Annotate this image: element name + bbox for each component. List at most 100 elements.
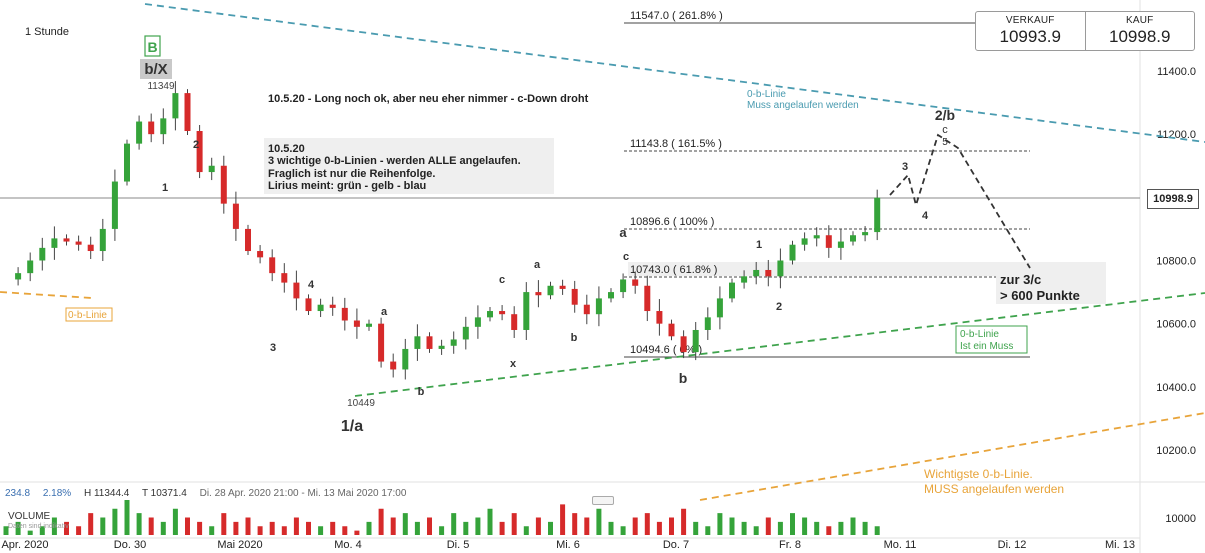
candle-body bbox=[801, 238, 808, 245]
volume-bar bbox=[27, 530, 33, 535]
candle-body bbox=[15, 273, 22, 280]
y-tick-label: 11200.0 bbox=[1157, 129, 1196, 141]
volume-bar bbox=[777, 521, 783, 535]
volume-bar bbox=[681, 508, 687, 535]
volume-bar bbox=[88, 513, 94, 535]
candle-body bbox=[378, 323, 385, 362]
volume-bar bbox=[354, 530, 360, 535]
volume-bar bbox=[463, 521, 469, 535]
x-tick-label: Mi. 13 bbox=[1105, 539, 1135, 551]
blue-0b-line bbox=[144, 3, 1205, 143]
candle-body bbox=[789, 244, 796, 261]
candle-body bbox=[620, 279, 627, 293]
candle-body bbox=[402, 348, 409, 370]
range-value: Di. 28 Apr. 2020 21:00 - Mi. 13 Mai 2020… bbox=[199, 488, 407, 499]
candle-body bbox=[523, 292, 530, 330]
candle-body bbox=[450, 339, 457, 346]
volume-bar bbox=[160, 521, 166, 535]
volume-bar bbox=[402, 513, 408, 535]
candle-body bbox=[862, 232, 869, 236]
volume-bar bbox=[693, 521, 699, 535]
orange-line-label-left: 0-b-Linie bbox=[68, 310, 107, 321]
volume-bar bbox=[427, 517, 432, 535]
headline-annotation: 10.5.20 - Long noch ok, aber neu eher ni… bbox=[268, 93, 589, 105]
wave-count-label: b bbox=[418, 386, 425, 398]
candle-body bbox=[245, 228, 251, 252]
candle-body bbox=[184, 93, 191, 132]
buy-quote[interactable]: KAUF 10998.9 bbox=[1084, 12, 1195, 50]
candle-body bbox=[535, 292, 542, 296]
candle-body bbox=[208, 165, 215, 173]
candle-body bbox=[741, 276, 748, 283]
green-line-label-2: Ist ein Muss bbox=[960, 341, 1013, 352]
volume-bar bbox=[51, 517, 57, 535]
candle-body bbox=[136, 121, 143, 144]
candle-body bbox=[704, 317, 711, 330]
buy-value: 10998.9 bbox=[1109, 27, 1171, 46]
volume-bar bbox=[572, 513, 578, 535]
x-tick-label: Do. 7 bbox=[663, 539, 689, 551]
volume-bar bbox=[499, 521, 505, 535]
orange-line-label-right-1: Wichtigste 0-b-Linie. bbox=[924, 467, 1033, 481]
volume-bar bbox=[257, 526, 263, 535]
candle-body bbox=[87, 244, 94, 252]
volume-bar bbox=[293, 517, 299, 535]
volume-bar bbox=[741, 521, 747, 535]
candle-body bbox=[511, 314, 518, 330]
volume-bar bbox=[100, 517, 106, 535]
blue-line-label-2: Muss angelaufen werden bbox=[747, 100, 859, 111]
wave-count-label: 1 bbox=[756, 239, 762, 251]
quote-box: VERKAUF 10993.9 KAUF 10998.9 bbox=[975, 11, 1195, 51]
orange-line-label-box bbox=[65, 307, 113, 322]
forecast-5-label: 5 bbox=[942, 137, 948, 148]
timeframe-label[interactable]: 1 Stunde bbox=[25, 26, 70, 38]
y-tick-label: 10600.0 bbox=[1156, 319, 1196, 331]
orange-line-label-right-2: MUSS angelaufen werden bbox=[924, 482, 1064, 496]
wave-count-label: a bbox=[534, 259, 541, 271]
candle-body bbox=[499, 311, 506, 315]
y-tick-label: 10400.0 bbox=[1156, 382, 1196, 394]
candle-body bbox=[148, 121, 155, 135]
candle-body bbox=[160, 118, 167, 135]
candle-body bbox=[462, 326, 469, 340]
fib-level-label: 11143.8 ( 161.5% ) bbox=[630, 138, 722, 150]
wave-count-label: x bbox=[510, 358, 517, 370]
volume-bar bbox=[790, 513, 795, 535]
candle-body bbox=[99, 228, 106, 252]
forecast-path bbox=[889, 133, 1031, 269]
pane-resize-handle[interactable] bbox=[592, 496, 614, 505]
volume-bar bbox=[814, 521, 820, 535]
candle-body bbox=[583, 304, 590, 315]
volume-bar bbox=[669, 517, 674, 535]
x-tick-label: Mo. 11 bbox=[884, 539, 917, 551]
candle-body bbox=[269, 257, 276, 274]
candle-body bbox=[232, 203, 239, 229]
status-bar: 234.8 2.18% H 11344.4 T 10371.4 Di. 28 A… bbox=[5, 488, 416, 499]
high-value: H 11344.4 bbox=[83, 488, 130, 499]
volume-bar bbox=[318, 526, 324, 535]
volume-bar bbox=[148, 517, 154, 535]
candle-body bbox=[124, 143, 130, 182]
wave-count-label: 4 bbox=[922, 210, 929, 222]
orange-0b-line-left bbox=[0, 291, 93, 299]
volume-bar bbox=[584, 517, 590, 535]
candle-body bbox=[680, 336, 687, 353]
sell-quote[interactable]: VERKAUF 10993.9 bbox=[976, 12, 1085, 50]
candle-body bbox=[317, 304, 324, 312]
x-tick-label: Di. 5 bbox=[447, 539, 470, 551]
candle-body bbox=[777, 260, 784, 277]
forecast-c-label: c bbox=[942, 124, 948, 136]
volume-bar bbox=[765, 517, 771, 535]
volume-bar bbox=[269, 521, 275, 535]
volume-bar bbox=[523, 526, 529, 535]
candle-body bbox=[111, 181, 118, 229]
peak-box-label: B bbox=[147, 39, 157, 55]
x-tick-label: Apr. 2020 bbox=[1, 539, 48, 551]
volume-bar bbox=[245, 517, 251, 535]
volume-bar bbox=[838, 521, 844, 535]
volume-bar bbox=[487, 508, 493, 535]
volume-bar bbox=[535, 517, 541, 535]
target-label-1: zur 3/c bbox=[1000, 272, 1041, 287]
x-tick-label: Di. 12 bbox=[998, 539, 1027, 551]
